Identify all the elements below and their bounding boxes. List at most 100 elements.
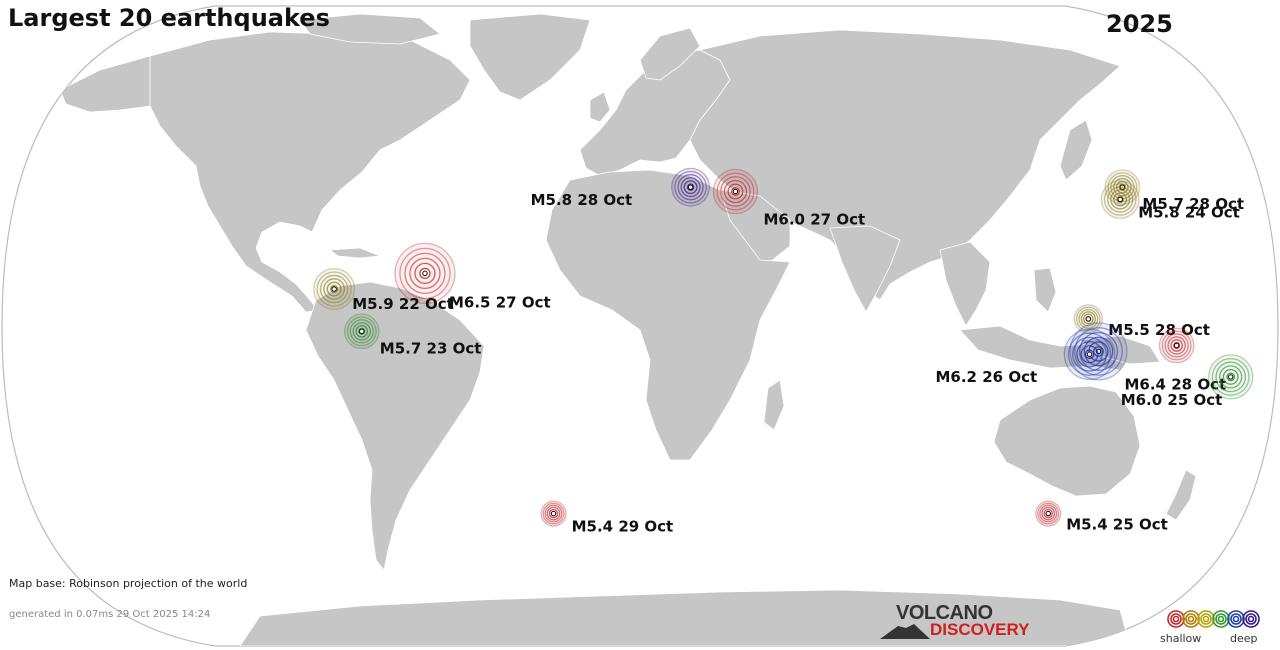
legend-ring — [1187, 615, 1195, 623]
marker-ring — [1116, 195, 1124, 204]
volcano-discovery-logo[interactable]: VOLCANO DISCOVERY — [880, 602, 1040, 642]
depth-legend-rings — [1167, 610, 1260, 628]
earthquake-marker[interactable] — [394, 242, 456, 305]
marker-ring — [346, 316, 377, 347]
continents — [59, 13, 1197, 646]
marker-ring — [358, 327, 366, 335]
earthquake-label: M6.5 27 Oct — [449, 293, 551, 311]
marker-ring — [680, 177, 701, 198]
marker-ring — [727, 183, 744, 200]
south-america — [305, 281, 485, 571]
marker-ring — [1080, 345, 1099, 364]
legend-shallow-label: shallow — [1160, 632, 1202, 645]
volcano-logo-icon — [880, 624, 930, 639]
marker-ring — [716, 172, 755, 211]
marker-ring — [1078, 308, 1099, 329]
earthquake-marker[interactable] — [1073, 304, 1103, 334]
marker-ring — [1078, 331, 1119, 371]
japan — [1059, 119, 1093, 181]
earthquake-marker[interactable] — [540, 500, 567, 527]
earthquake-label: M5.4 25 Oct — [1066, 516, 1168, 534]
logo-text-discovery: DISCOVERY — [930, 620, 1030, 639]
map-title: Largest 20 earthquakes — [8, 4, 330, 32]
marker-ring — [546, 506, 561, 521]
philippines — [1033, 267, 1057, 313]
marker-ring — [409, 257, 441, 290]
earthquake-label: M6.4 28 Oct — [1125, 375, 1227, 393]
earthquake-marker[interactable] — [712, 168, 759, 215]
earthquake-label: M5.8 24 Oct — [1138, 203, 1240, 221]
marker-ring — [1080, 311, 1096, 327]
earthquake-marker[interactable] — [313, 267, 356, 311]
marker-ring — [316, 271, 352, 307]
marker-ring — [414, 262, 436, 285]
year-label: 2025 — [1106, 10, 1173, 38]
earthquake-marker[interactable] — [1208, 354, 1254, 400]
alaska — [59, 55, 151, 113]
marker-ring — [1164, 333, 1189, 358]
madagascar — [763, 379, 785, 431]
legend-ring — [1217, 615, 1225, 623]
legend-ring — [1202, 615, 1210, 623]
earthquake-marker[interactable] — [343, 313, 380, 350]
earthquake-label: M5.4 29 Oct — [572, 518, 674, 536]
epicenter-dot — [1085, 316, 1092, 322]
marker-ring — [1041, 506, 1056, 521]
marker-ring — [686, 183, 695, 191]
marker-ring — [542, 502, 565, 525]
marker-ring — [1043, 508, 1053, 519]
legend-ring — [1230, 613, 1242, 625]
marker-ring — [419, 267, 431, 280]
marker-ring — [1084, 349, 1095, 360]
marker-ring — [1075, 306, 1101, 332]
canadian-arctic — [299, 13, 441, 45]
earthquake-marker[interactable] — [1158, 327, 1195, 364]
epicenter-dot — [1045, 510, 1051, 517]
marker-ring — [1082, 313, 1094, 325]
marker-ring — [1215, 361, 1247, 393]
marker-ring — [683, 180, 698, 195]
legend-ring — [1170, 613, 1182, 625]
earthquake-label: M6.2 26 Oct — [936, 368, 1038, 386]
map-attribution: Map base: Robinson projection of the wor… — [9, 577, 248, 590]
earthquake-marker[interactable] — [1063, 328, 1116, 381]
legend-ring — [1182, 610, 1200, 628]
greenland — [469, 13, 591, 101]
legend-ring — [1172, 615, 1180, 623]
epicenter-dot — [359, 328, 365, 335]
legend-ring — [1185, 613, 1197, 625]
marker-ring — [1039, 504, 1058, 523]
earthquake-label: M5.8 28 Oct — [531, 191, 633, 209]
legend-ring — [1245, 613, 1257, 625]
marker-ring — [1037, 502, 1060, 525]
earthquake-marker[interactable] — [1100, 179, 1140, 219]
marker-ring — [404, 252, 446, 295]
generated-timestamp: generated in 0.07ms 29 Oct 2025 14:24 — [9, 609, 211, 620]
legend-ring — [1200, 613, 1212, 625]
epicenter-dot — [331, 286, 337, 292]
marker-ring — [1076, 340, 1103, 368]
marker-ring — [323, 278, 346, 300]
marker-ring — [1167, 336, 1186, 355]
legend-ring — [1212, 610, 1230, 628]
marker-ring — [1072, 336, 1107, 372]
marker-ring — [355, 324, 369, 338]
marker-ring — [1107, 186, 1134, 213]
british-isles — [589, 91, 611, 123]
southeast-asia — [939, 241, 991, 327]
earthquake-markers: M6.5 27 Oct M6.0 27 Oct M5.8 28 Oct M5.7 28… — [313, 167, 1254, 536]
epicenter-dot — [1117, 196, 1123, 203]
marker-ring — [1067, 332, 1112, 376]
marker-ring — [319, 274, 349, 304]
depth-legend: shallow deep — [1160, 608, 1270, 648]
earthquake-marker[interactable] — [1035, 500, 1062, 527]
earthquake-label: M5.9 22 Oct — [352, 295, 454, 313]
marker-ring — [544, 504, 563, 523]
marker-ring — [1113, 177, 1132, 197]
marker-ring — [352, 322, 372, 341]
earthquake-marker[interactable] — [671, 167, 711, 207]
legend-deep-label: deep — [1230, 632, 1258, 645]
marker-ring — [720, 176, 751, 207]
caribbean — [328, 247, 381, 259]
